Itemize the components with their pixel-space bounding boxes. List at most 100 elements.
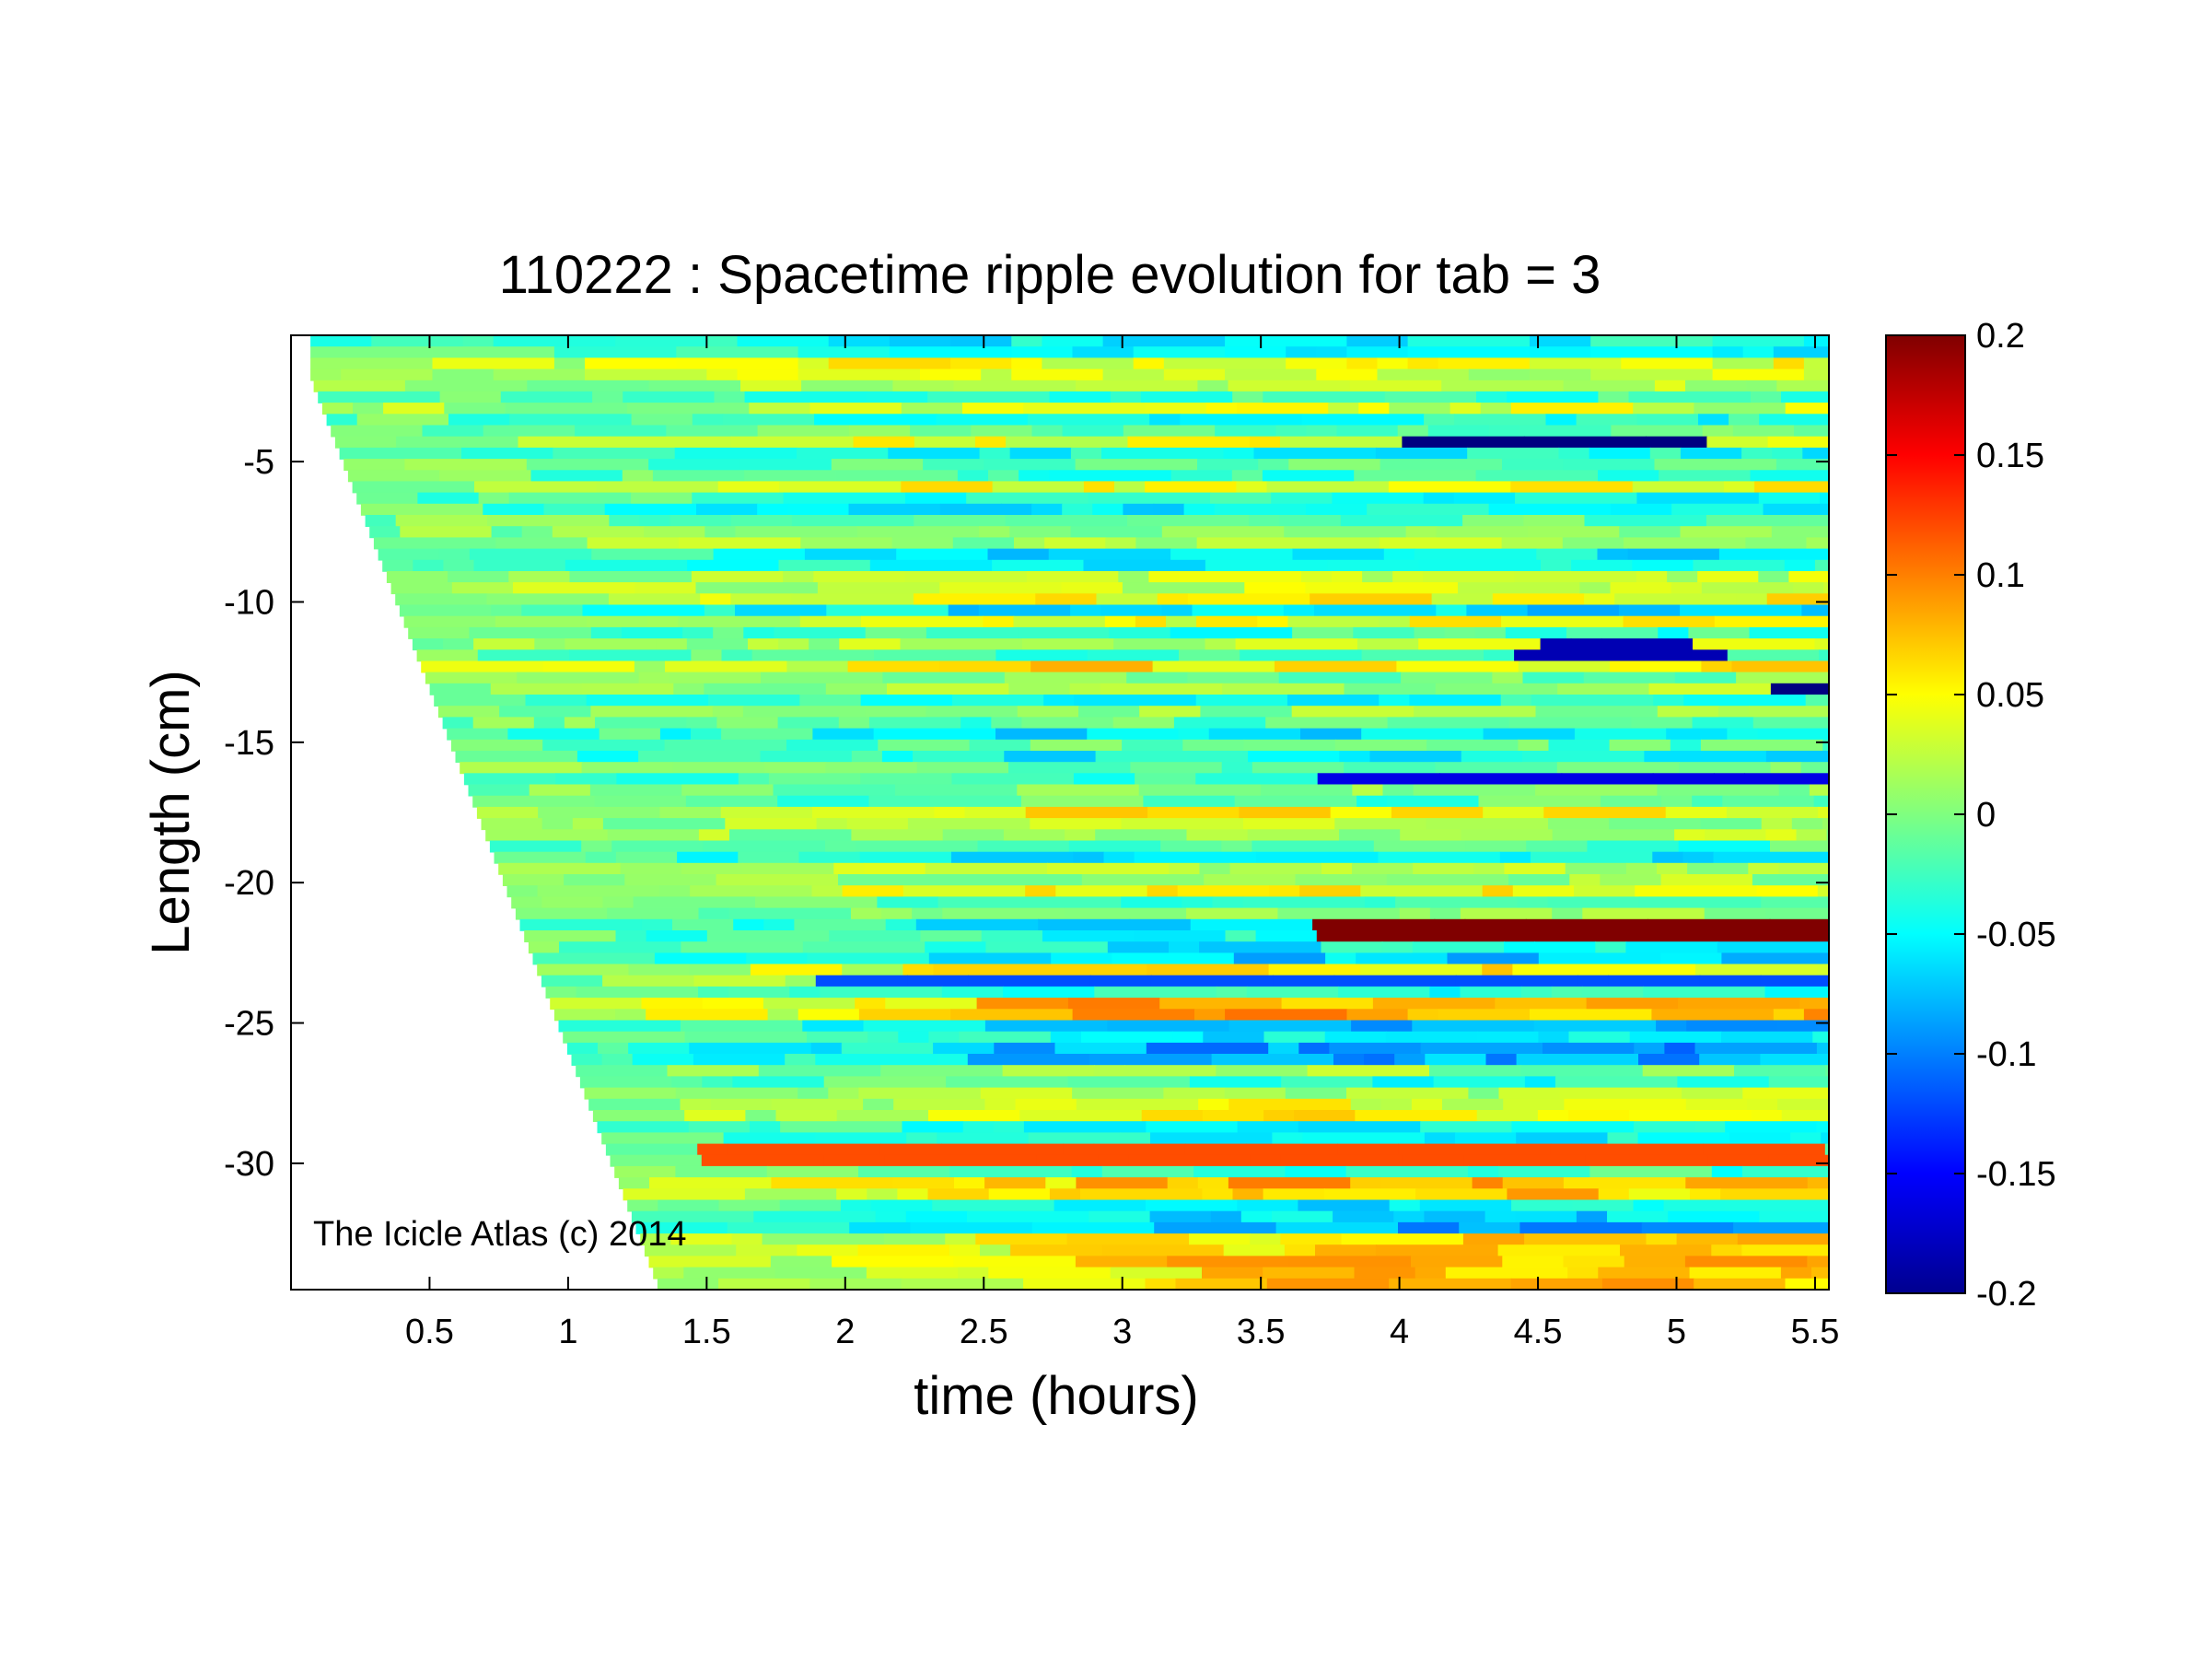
heatmap-cell <box>1489 425 1520 438</box>
heatmap-cell <box>1760 975 1829 987</box>
heatmap-cell <box>596 481 719 494</box>
heatmap-cell <box>448 571 510 583</box>
heatmap-cell <box>1337 1143 1400 1156</box>
heatmap-cell <box>1266 481 1390 494</box>
heatmap-cell <box>701 1154 824 1167</box>
heatmap-cell <box>1229 862 1322 875</box>
heatmap-cell <box>809 638 841 651</box>
heatmap-cell <box>914 1154 1038 1167</box>
heatmap-cell <box>1133 346 1226 359</box>
heatmap-cell <box>1243 818 1336 831</box>
heatmap-cell <box>1770 840 1829 853</box>
heatmap-cell <box>704 526 737 539</box>
heatmap-cell <box>483 503 545 516</box>
heatmap-cell <box>1530 851 1654 864</box>
heatmap-cell <box>1501 615 1624 628</box>
heatmap-cell <box>775 1110 838 1122</box>
heatmap-cell <box>1146 1042 1269 1055</box>
heatmap-cell <box>742 706 867 719</box>
heatmap-cell <box>1535 706 1659 719</box>
heatmap-cell <box>1555 1076 1679 1089</box>
heatmap-cell <box>1268 1042 1300 1055</box>
heatmap-cell <box>1205 559 1329 572</box>
heatmap-cell <box>1680 604 1803 617</box>
heatmap-cell <box>1101 1165 1194 1178</box>
heatmap-cell <box>1468 368 1531 381</box>
heatmap-cell <box>983 615 1015 628</box>
heatmap-cell <box>1008 762 1132 775</box>
heatmap-cell <box>468 784 530 797</box>
heatmap-cell <box>1009 447 1072 460</box>
heatmap-cell <box>1159 998 1283 1011</box>
heatmap-cell <box>1350 1177 1382 1190</box>
heatmap-cell <box>1177 885 1270 898</box>
heatmap-cell <box>1629 1110 1752 1122</box>
heatmap-cell <box>1024 964 1147 976</box>
heatmap-cell <box>1623 615 1716 628</box>
heatmap-cell <box>581 840 613 853</box>
heatmap-cell <box>1149 1210 1212 1223</box>
heatmap-cell <box>576 1065 669 1078</box>
heatmap-cell <box>382 559 414 572</box>
heatmap-cell <box>1199 941 1322 954</box>
heatmap-cell <box>745 1110 777 1122</box>
heatmap-cell <box>1576 1210 1608 1223</box>
heatmap-cell <box>877 896 939 909</box>
heatmap-cell <box>1752 717 1829 730</box>
heatmap-cell <box>601 1132 725 1145</box>
heatmap-cell <box>809 403 902 415</box>
heatmap-cell <box>491 526 523 539</box>
heatmap-cell <box>507 728 600 741</box>
heatmap-cell <box>802 1020 865 1033</box>
heatmap-cell <box>1543 1042 1636 1055</box>
heatmap-cell <box>867 1031 900 1044</box>
heatmap-cell <box>1070 526 1163 539</box>
heatmap-cell <box>1357 638 1419 651</box>
heatmap-cell <box>1772 447 1804 460</box>
heatmap-cell <box>847 660 940 673</box>
heatmap-cell <box>1110 1267 1203 1279</box>
heatmap-cell <box>700 593 732 606</box>
heatmap-cell <box>1620 1244 1713 1257</box>
heatmap-cell <box>1184 1143 1247 1156</box>
heatmap-cell <box>1101 1244 1225 1257</box>
heatmap-cell <box>627 1199 659 1212</box>
heatmap-cell <box>1559 1087 1682 1100</box>
heatmap-cell <box>842 885 904 898</box>
heatmap-cell <box>941 1143 1065 1156</box>
heatmap-cell <box>1750 391 1782 403</box>
heatmap-cell <box>1263 1267 1356 1279</box>
heatmap-cell <box>797 368 921 381</box>
heatmap-cell <box>1246 1143 1339 1156</box>
heatmap-cell <box>1773 1009 1805 1022</box>
heatmap-cell <box>744 391 867 403</box>
heatmap-cell <box>1583 672 1676 684</box>
heatmap-cell <box>1584 515 1707 527</box>
heatmap-cell <box>1225 368 1318 381</box>
heatmap-cell <box>1083 559 1206 572</box>
heatmap-cell <box>1280 436 1403 449</box>
heatmap-cell <box>1122 582 1246 595</box>
heatmap-cell <box>823 1076 947 1089</box>
heatmap-cell <box>842 964 904 976</box>
heatmap-cell <box>1362 571 1393 583</box>
heatmap-cell <box>1346 335 1409 347</box>
heatmap-cell <box>881 907 913 920</box>
heatmap-cell <box>491 604 523 617</box>
heatmap-cell <box>1684 1256 1809 1268</box>
heatmap-cell <box>848 425 911 438</box>
heatmap-cell <box>442 717 474 730</box>
heatmap-cell <box>1796 829 1828 842</box>
heatmap-cell <box>1817 885 1829 898</box>
heatmap-cell <box>1210 492 1272 505</box>
heatmap-cell <box>685 795 778 808</box>
heatmap-cell <box>1074 695 1197 707</box>
heatmap-cell <box>618 1177 650 1190</box>
heatmap-cell <box>828 357 951 370</box>
heatmap-cell <box>1143 795 1236 808</box>
heatmap-cell <box>831 459 924 472</box>
heatmap-cell <box>1334 739 1427 752</box>
heatmap-cell <box>746 952 809 965</box>
heatmap-cell <box>1426 739 1519 752</box>
heatmap-cell <box>797 447 890 460</box>
